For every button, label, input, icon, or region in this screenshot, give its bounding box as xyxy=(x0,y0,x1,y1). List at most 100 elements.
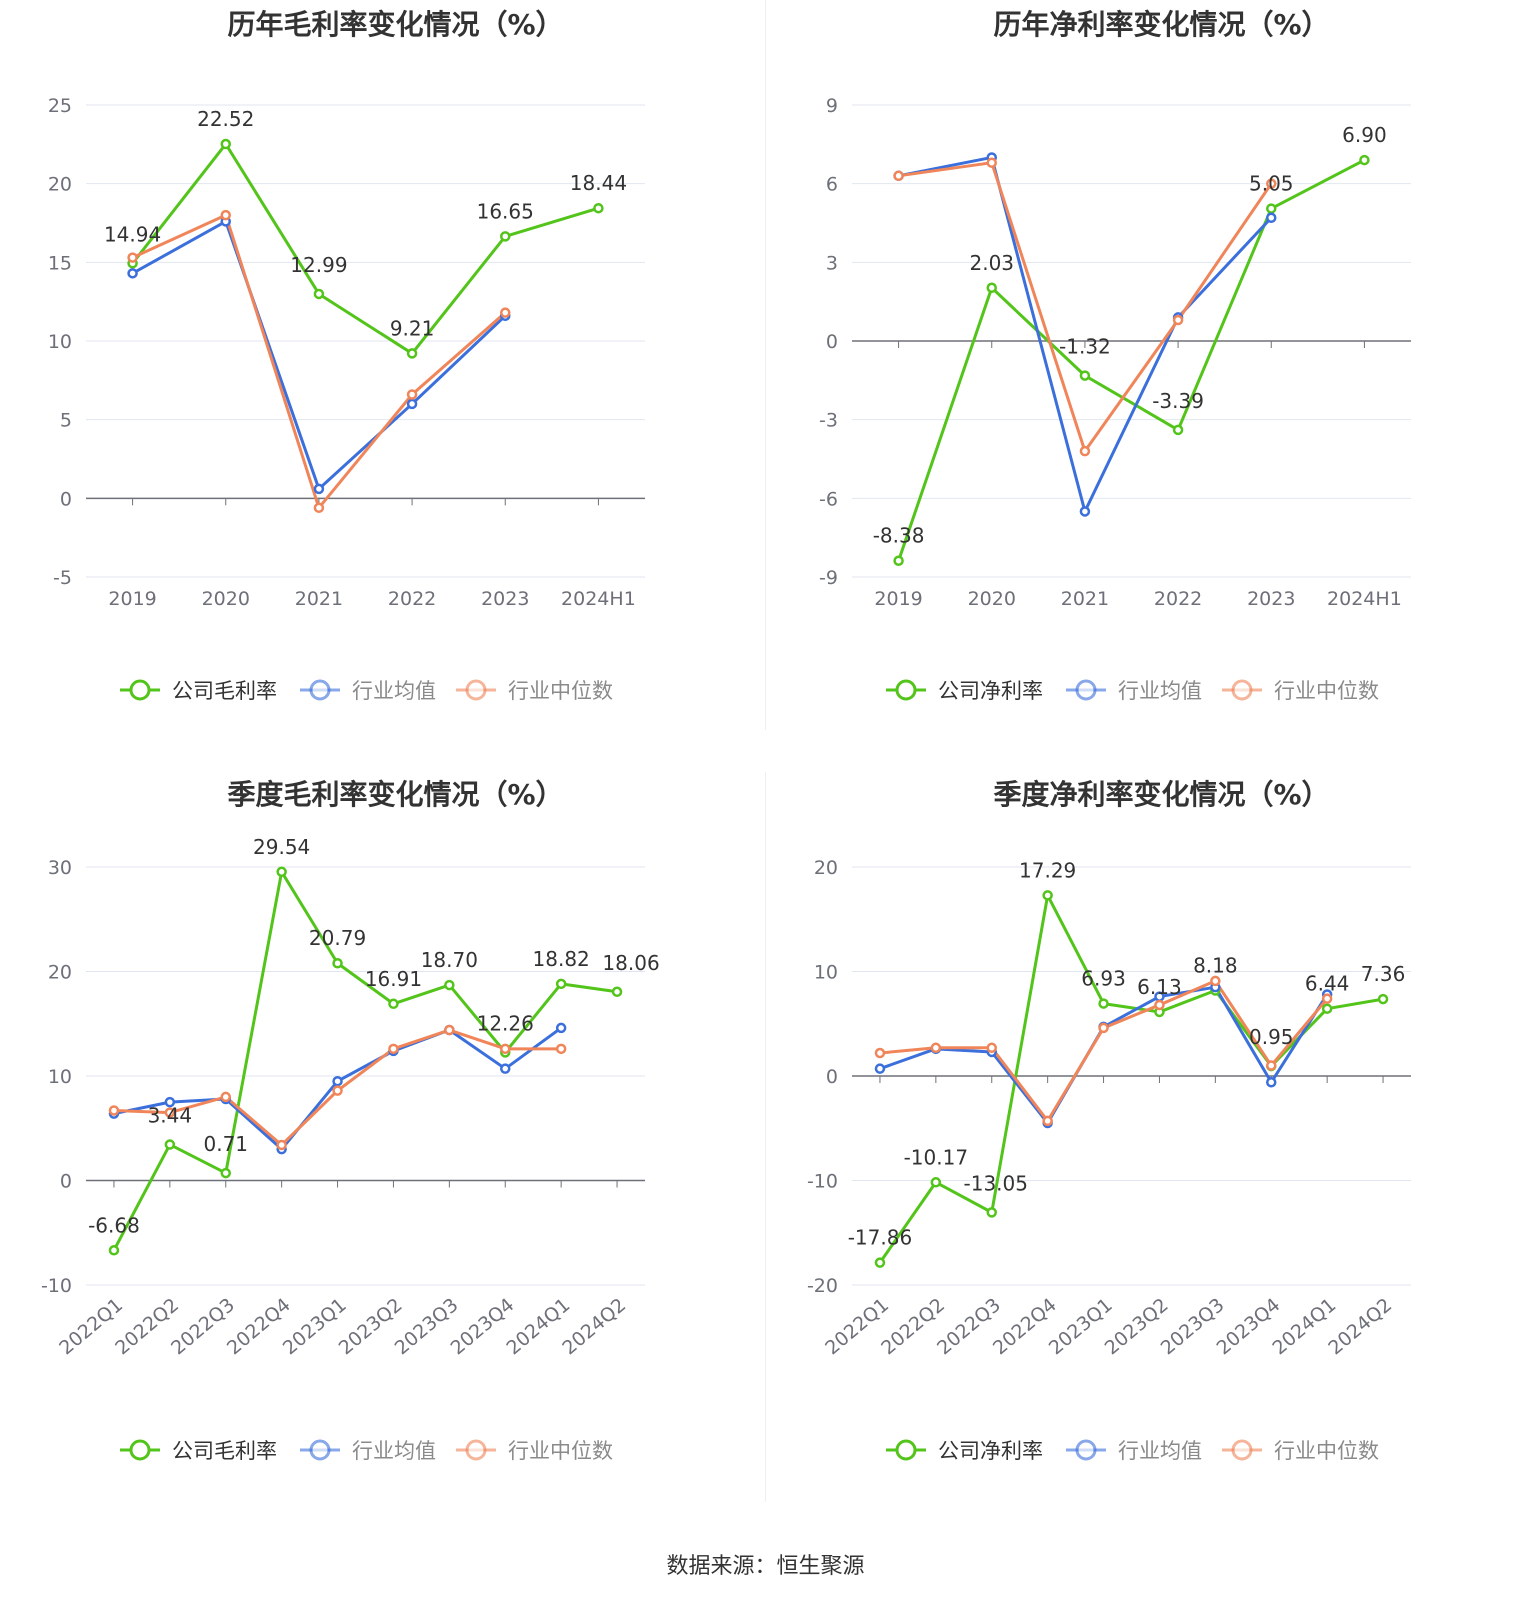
x-tick-label: 2022 xyxy=(1154,588,1202,610)
data-point xyxy=(874,1063,886,1074)
x-tick-label: 2019 xyxy=(874,588,922,610)
data-point xyxy=(276,1139,287,1151)
data-label: 16.65 xyxy=(477,199,534,223)
data-point xyxy=(1210,975,1221,987)
data-point xyxy=(1266,178,1277,189)
panel-divider-top xyxy=(765,0,766,730)
data-point xyxy=(164,1096,176,1108)
y-tick-label: 5 xyxy=(60,410,72,432)
y-tick-label: -20 xyxy=(807,1275,838,1297)
legend-label: 行业均值 xyxy=(352,1439,436,1463)
legend-swatch-icon xyxy=(309,1439,331,1461)
chart-annual-gross-margin: 历年毛利率变化情况（%） 25 20 15 10 5 0 -5 2019 2020 2021 2022… xyxy=(48,8,645,703)
y-tick-label: 3 xyxy=(826,252,838,274)
legend-swatch-icon xyxy=(309,679,331,701)
data-point xyxy=(108,1245,120,1256)
legend-label: 公司净利率 xyxy=(938,679,1043,703)
chart-panel-annual-gross-margin: 历年毛利率变化情况（%） 25 20 15 10 5 0 -5 2019 2020 2021 2022… xyxy=(0,0,765,770)
data-point xyxy=(1266,1077,1277,1088)
y-tick-label: -10 xyxy=(41,1275,72,1297)
data-point xyxy=(555,978,567,990)
x-tick-label: 2020 xyxy=(202,588,250,610)
data-point xyxy=(1321,993,1333,1004)
data-label: 6.93 xyxy=(1081,967,1126,991)
legend-item: 公司净利率 xyxy=(886,1439,1043,1463)
data-label: 29.54 xyxy=(253,835,310,859)
y-tick-label: 20 xyxy=(48,962,72,984)
data-point xyxy=(593,202,604,214)
data-point xyxy=(1377,993,1389,1005)
data-point xyxy=(313,483,325,495)
legend-item: 公司净利率 xyxy=(886,679,1043,703)
data-label: -13.05 xyxy=(964,1171,1028,1195)
data-label: 22.52 xyxy=(197,107,254,131)
chart-title: 历年毛利率变化情况（%） xyxy=(227,8,563,41)
x-tick-label: 2024H1 xyxy=(1327,588,1402,610)
data-point xyxy=(276,866,287,878)
legend-label: 行业均值 xyxy=(1118,679,1202,703)
data-source-note: 数据来源：恒生聚源 xyxy=(666,1554,865,1579)
data-label: -8.38 xyxy=(873,524,925,548)
legend-label: 行业均值 xyxy=(352,679,436,703)
data-label: 2.03 xyxy=(969,251,1014,275)
data-label: 18.06 xyxy=(602,951,659,975)
y-tick-label: 30 xyxy=(48,857,72,879)
data-point xyxy=(406,389,418,400)
data-point xyxy=(332,957,343,969)
data-point xyxy=(1042,1115,1053,1127)
y-tick-label: -5 xyxy=(53,567,72,589)
data-point xyxy=(1359,154,1370,166)
data-point xyxy=(444,979,455,991)
y-tick-label: 10 xyxy=(814,962,838,984)
x-tick-label: 2019 xyxy=(108,588,156,610)
x-tick-label: 2023 xyxy=(481,588,529,610)
data-point xyxy=(220,138,231,150)
data-point xyxy=(1042,890,1053,901)
data-point xyxy=(1172,314,1184,326)
series-line xyxy=(898,161,1273,453)
legend-swatch-icon xyxy=(1231,679,1253,701)
data-point xyxy=(108,1105,120,1116)
data-point xyxy=(555,1022,567,1034)
data-point xyxy=(1079,370,1091,381)
legend-item: 行业均值 xyxy=(300,1439,436,1463)
legend-swatch-icon xyxy=(895,679,917,701)
legend-item: 公司毛利率 xyxy=(120,1439,277,1463)
data-point xyxy=(127,268,138,279)
data-point xyxy=(406,348,418,359)
data-label: -1.32 xyxy=(1059,335,1111,359)
data-label: 16.91 xyxy=(365,967,422,991)
data-label: 18.70 xyxy=(421,948,478,972)
x-tick-label: 2024Q2 xyxy=(558,1294,630,1359)
data-point xyxy=(500,1063,511,1074)
data-label: -10.17 xyxy=(904,1145,968,1169)
data-label: 3.44 xyxy=(148,1104,193,1128)
data-point xyxy=(332,1085,343,1096)
data-label: -6.68 xyxy=(88,1213,140,1237)
data-point xyxy=(986,1042,997,1054)
y-tick-label: 20 xyxy=(814,857,838,879)
data-label: 5.05 xyxy=(1249,172,1294,196)
series-line xyxy=(112,870,618,1252)
data-point xyxy=(893,170,904,182)
series-line xyxy=(878,893,1384,1264)
legend-label: 行业均值 xyxy=(1118,1439,1202,1463)
legend-label: 行业中位数 xyxy=(508,1439,613,1463)
data-point xyxy=(874,1047,886,1059)
y-tick-label: 25 xyxy=(48,95,72,117)
data-point xyxy=(986,282,997,294)
data-label: 20.79 xyxy=(309,926,366,950)
data-label: 14.94 xyxy=(104,222,161,246)
x-tick-label: 2022 xyxy=(388,588,436,610)
data-label: 8.18 xyxy=(1193,954,1238,978)
data-point xyxy=(388,1043,399,1055)
legend-swatch-icon xyxy=(129,1439,151,1461)
data-point xyxy=(164,1107,176,1118)
legend-item: 行业均值 xyxy=(1066,679,1202,703)
data-point xyxy=(1154,999,1165,1011)
chart-panel-quarterly-gross-margin: 季度毛利率变化情况（%） 30 20 10 0 -10 2022Q1 2022Q2 2022Q3… xyxy=(0,770,765,1540)
data-point xyxy=(1079,506,1091,517)
y-tick-label: 20 xyxy=(48,174,72,196)
data-point xyxy=(986,157,997,168)
chart-title: 历年净利率变化情况（%） xyxy=(993,8,1329,41)
